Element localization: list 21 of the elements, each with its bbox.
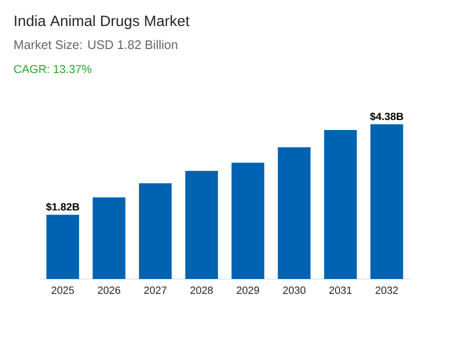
data-label: $1.82B [46,202,80,212]
x-tick-label: 2031 [329,286,352,294]
bar [46,214,80,279]
x-tick-label: 2026 [98,286,120,294]
bar [232,162,264,279]
x-tick-label: 2025 [52,286,74,294]
bar [138,183,172,279]
text: CAGR: 13.37% [14,64,92,74]
bar [324,130,357,279]
x-tick-label: 2027 [144,286,166,294]
bar [278,147,311,279]
chart-subtitle: Market Size: USD 1.82 Billion [14,40,178,50]
x-tick-label: 2032 [376,286,398,294]
bar [92,197,126,279]
bar [185,170,218,279]
data-label: $4.38B [370,112,404,121]
x-tick-label: 2028 [190,286,213,294]
chart-title: India Animal Drugs Market [14,15,190,30]
bar [370,124,404,279]
x-tick-label: 2029 [236,286,260,294]
x-tick-label: 2030 [283,286,306,294]
